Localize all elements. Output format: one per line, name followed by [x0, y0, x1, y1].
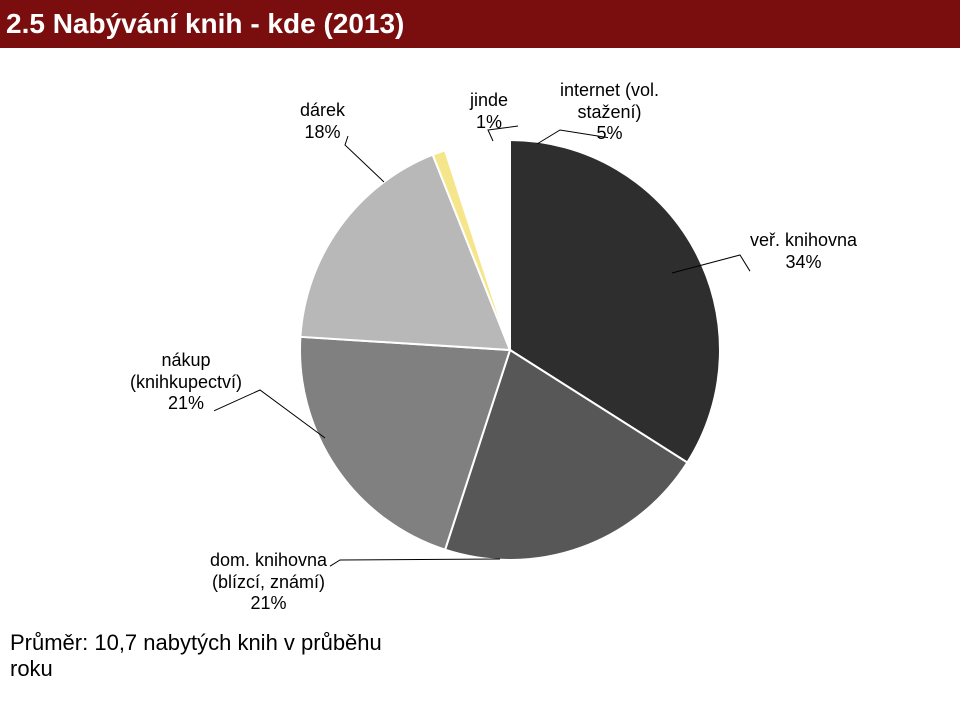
page-title: 2.5 Nabývání knih - kde (2013) [0, 8, 404, 40]
leader-line-dom_knihovna [330, 559, 500, 566]
slice-label-darek: dárek 18% [300, 100, 345, 143]
slice-label-ver-knihovna: veř. knihovna 34% [750, 230, 857, 273]
slice-label-nakup: nákup (knihkupectví) 21% [130, 350, 242, 415]
footer-average-text: Průměr: 10,7 nabytých knih v průběhu rok… [10, 630, 430, 682]
pie-chart [80, 60, 860, 620]
slice-label-internet: internet (vol. stažení) 5% [560, 80, 659, 145]
leader-line-darek [345, 136, 384, 182]
slice-label-jinde: jinde 1% [470, 90, 508, 133]
slide-header: 2.5 Nabývání knih - kde (2013) [0, 0, 960, 48]
slice-label-dom-knihovna: dom. knihovna (blízcí, známí) 21% [210, 550, 327, 615]
footer-base-text: báze: všichni [753, 656, 880, 682]
